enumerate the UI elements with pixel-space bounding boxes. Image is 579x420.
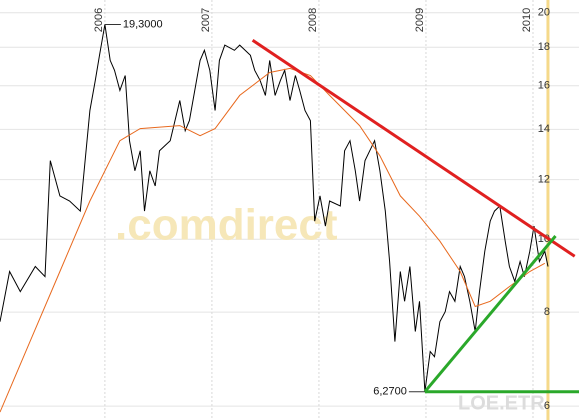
x-tick-label: 2010 [521, 8, 533, 32]
symbol-label: LOE.ETR [458, 392, 545, 414]
y-tick-label: 12 [538, 174, 550, 186]
x-tick-label: 2008 [307, 8, 319, 32]
x-tick-label: 2007 [200, 8, 212, 32]
series-line [251, 38, 576, 258]
y-tick-label: 16 [538, 80, 550, 92]
series-line [0, 67, 546, 413]
y-tick-label: 20 [538, 7, 550, 19]
y-tick-label: 14 [538, 123, 550, 135]
x-tick-label: 2009 [414, 8, 426, 32]
y-tick-label: 18 [538, 41, 550, 53]
y-tick-label: 6 [544, 400, 550, 412]
series-line [423, 235, 557, 393]
series-line [0, 24, 549, 392]
annotation: 19,3000 [123, 18, 163, 30]
watermark: .comdirect [115, 201, 338, 250]
annotation: 6,2700 [373, 386, 407, 398]
y-tick-label: 8 [544, 306, 550, 318]
x-tick-label: 2006 [93, 8, 105, 32]
